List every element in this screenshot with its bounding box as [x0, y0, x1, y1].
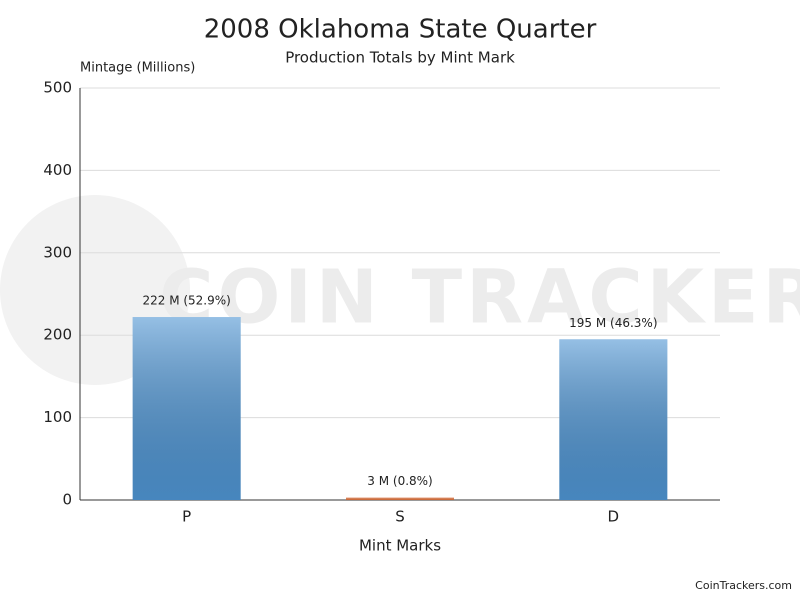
- y-tick-label: 0: [62, 491, 72, 509]
- y-tick-label: 300: [43, 243, 72, 261]
- x-axis-label: Mint Marks: [359, 537, 441, 555]
- y-axis-label: Mintage (Millions): [80, 61, 195, 76]
- value-label: 195 M (46.3%): [569, 316, 657, 330]
- x-tick-label: D: [608, 508, 620, 526]
- bar-shine: [559, 339, 668, 500]
- x-tick-label: P: [182, 508, 191, 526]
- bar-shine: [346, 497, 454, 500]
- y-tick-label: 500: [43, 79, 72, 97]
- y-tick-label: 200: [43, 326, 72, 344]
- x-tick-label: S: [395, 508, 405, 526]
- y-tick-label: 100: [43, 408, 72, 426]
- chart-subtitle: Production Totals by Mint Mark: [285, 49, 515, 67]
- y-tick-label: 400: [43, 161, 72, 179]
- source: CoinTrackers.com: [695, 579, 792, 592]
- value-label: 222 M (52.9%): [142, 294, 230, 308]
- watermark: COIN TRACKERS: [159, 255, 800, 341]
- bar-shine: [132, 317, 241, 500]
- value-label: 3 M (0.8%): [367, 474, 432, 488]
- chart-title: 2008 Oklahoma State Quarter: [204, 15, 597, 45]
